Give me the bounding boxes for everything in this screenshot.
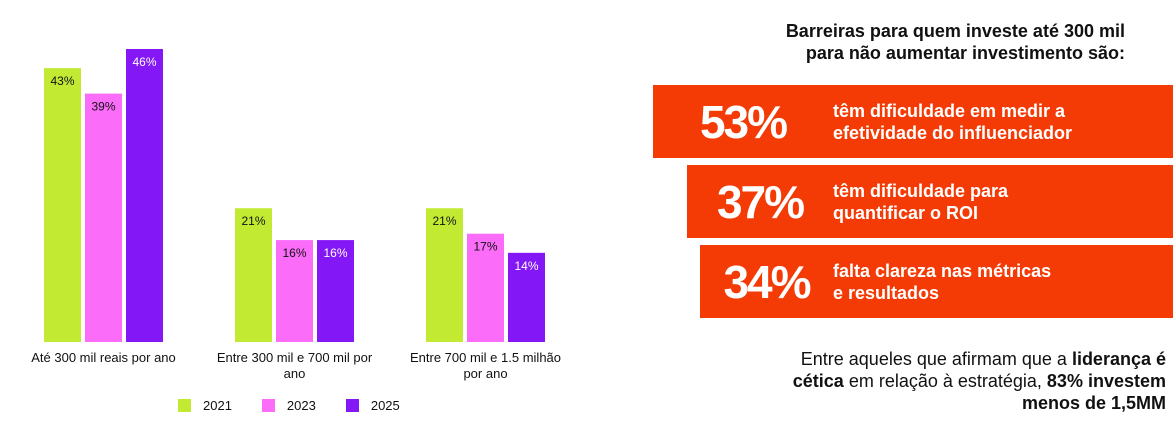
barriers-headline: Barreiras para quem investe até 300 mil …: [685, 20, 1125, 64]
leadership-note-line-3: menos de 1,5MM: [696, 392, 1166, 414]
category-label-2-line-0: Entre 700 mil e 1.5 milhão: [409, 350, 562, 365]
note-bold-1: liderança é: [1071, 349, 1166, 369]
note-text-1: Entre aqueles que afirmam que a: [800, 349, 1072, 369]
data-label-2023-cat-1: 16%: [282, 246, 306, 260]
leadership-note: Entre aqueles que afirmam que a lideranç…: [696, 348, 1166, 414]
leadership-note-line-1: Entre aqueles que afirmam que a lideranç…: [696, 348, 1166, 370]
legend-label-2025: 2025: [370, 398, 400, 413]
stat-text-2-line-1: têm dificuldade para: [833, 180, 1009, 201]
stat-text-1: têm dificuldade em medir a efetividade d…: [833, 100, 1072, 144]
note-text-2: em relação à estratégia,: [843, 371, 1047, 391]
category-label-1: Entre 300 mil e 700 mil por ano: [200, 350, 390, 382]
stat-text-3: falta clareza nas métricas e resultados: [833, 260, 1051, 304]
note-bold-4: menos de 1,5MM: [1021, 393, 1166, 413]
data-label-2025-cat-2: 14%: [514, 259, 538, 273]
stat-value-1: 53%: [699, 95, 788, 148]
chart-legend: 2021 2023 2025: [178, 398, 430, 413]
category-label-1-line-0: Entre 300 mil e 700 mil por: [216, 350, 373, 365]
data-label-2021-cat-0: 43%: [50, 74, 74, 88]
bar-2025-cat-0: [126, 49, 163, 342]
legend-swatch-2021: [178, 399, 191, 412]
data-label-2021-cat-2: 21%: [432, 214, 456, 228]
data-label-2023-cat-0: 39%: [91, 100, 115, 114]
bar-2025-cat-2: [508, 252, 545, 342]
legend-swatch-2025: [345, 399, 359, 412]
stat-text-1-line-1: têm dificuldade em medir a: [833, 100, 1066, 121]
stat-text-2-line-2: quantificar o ROI: [833, 202, 979, 223]
bar-2021-cat-2: [426, 208, 463, 342]
bar-chart: 43% 21% 21% 39% 16% 17% 46% 16% 14%: [44, 49, 545, 342]
data-label-2021-cat-1: 21%: [241, 214, 265, 228]
note-bold-2: cética: [792, 371, 844, 391]
bar-2021-cat-1: [235, 208, 272, 342]
note-bold-3: 83% investem: [1046, 371, 1166, 391]
data-label-2023-cat-2: 17%: [473, 240, 497, 254]
bar-2025-cat-1: [317, 240, 354, 342]
legend-swatch-2023: [261, 399, 275, 412]
headline-line-2: para não aumentar investimento são:: [805, 43, 1125, 63]
headline-line-1: Barreiras para quem investe até 300 mil: [785, 21, 1125, 41]
category-label-0-line-0: Até 300 mil reais por ano: [31, 350, 176, 365]
stat-box-2: 37% têm dificuldade para quantificar o R…: [687, 165, 1173, 238]
legend-item-2023: 2023: [261, 398, 316, 413]
bar-2023-cat-0: [85, 93, 122, 342]
category-label-2: Entre 700 mil e 1.5 milhão por ano: [391, 350, 581, 382]
stat-box-1: 53% têm dificuldade em medir a efetivida…: [653, 85, 1173, 158]
bar-2023-cat-1: [276, 240, 313, 342]
category-label-2-line-1: por ano: [463, 366, 508, 381]
category-label-0: Até 300 mil reais por ano: [9, 350, 199, 366]
stat-text-2: têm dificuldade para quantificar o ROI: [833, 180, 1008, 224]
data-label-2025-cat-1: 16%: [323, 246, 347, 260]
legend-item-2025: 2025: [345, 398, 400, 413]
bar-2023-cat-2: [467, 233, 504, 342]
stat-value-3: 34%: [723, 255, 811, 308]
bar-2021-cat-0: [44, 68, 81, 342]
data-label-2025-cat-0: 46%: [132, 55, 156, 69]
legend-label-2021: 2021: [203, 398, 232, 413]
stat-value-2: 37%: [716, 175, 805, 228]
stat-text-3-line-2: e resultados: [833, 282, 940, 303]
stat-text-1-line-2: efetividade do influenciador: [833, 122, 1073, 143]
stat-text-3-line-1: falta clareza nas métricas: [833, 260, 1052, 281]
category-label-1-line-1: ano: [283, 366, 306, 381]
leadership-note-line-2: cética em relação à estratégia, 83% inve…: [696, 370, 1166, 392]
legend-label-2023: 2023: [286, 398, 316, 413]
legend-item-2021: 2021: [178, 398, 232, 413]
stat-box-3: 34% falta clareza nas métricas e resulta…: [700, 245, 1173, 318]
